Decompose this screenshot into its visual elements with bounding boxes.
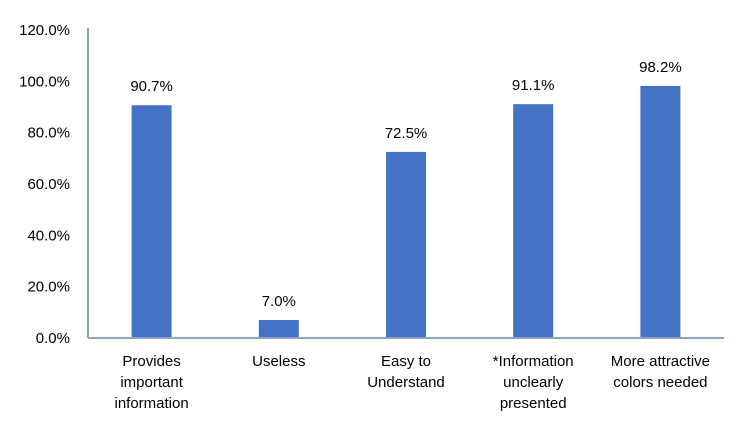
category-label: Easy to Understand [367, 353, 445, 391]
data-labels: 90.7% 7.0% 72.5% 91.1% 98.2% [130, 59, 681, 310]
y-tick-label: 80.0% [27, 125, 70, 142]
data-label: 91.1% [512, 77, 555, 94]
y-tick-label: 20.0% [27, 279, 70, 296]
data-label: 72.5% [385, 125, 428, 142]
y-tick-label: 120.0% [19, 22, 70, 39]
bar [640, 85, 681, 338]
y-tick-label: 40.0% [27, 227, 70, 244]
bar [131, 105, 172, 338]
bar [258, 320, 299, 338]
y-tick-label: 100.0% [19, 73, 70, 90]
category-label: More attractive colors needed [611, 353, 710, 391]
category-labels: Provides important information Useless Easy … [114, 353, 710, 412]
data-label: 90.7% [130, 78, 173, 95]
y-tick-label: 0.0% [36, 330, 70, 347]
bar [386, 151, 426, 338]
category-label: Useless [252, 353, 305, 370]
bar [513, 104, 554, 338]
data-label: 98.2% [639, 59, 682, 76]
bars [131, 85, 681, 338]
category-label: *Information unclearly presented [493, 353, 574, 412]
y-tick-label: 60.0% [27, 176, 70, 193]
data-label: 7.0% [262, 293, 296, 310]
y-axis-ticks: 0.0% 20.0% 40.0% 60.0% 80.0% 100.0% 120.0% [19, 22, 70, 347]
category-label: Provides important information [114, 353, 188, 412]
